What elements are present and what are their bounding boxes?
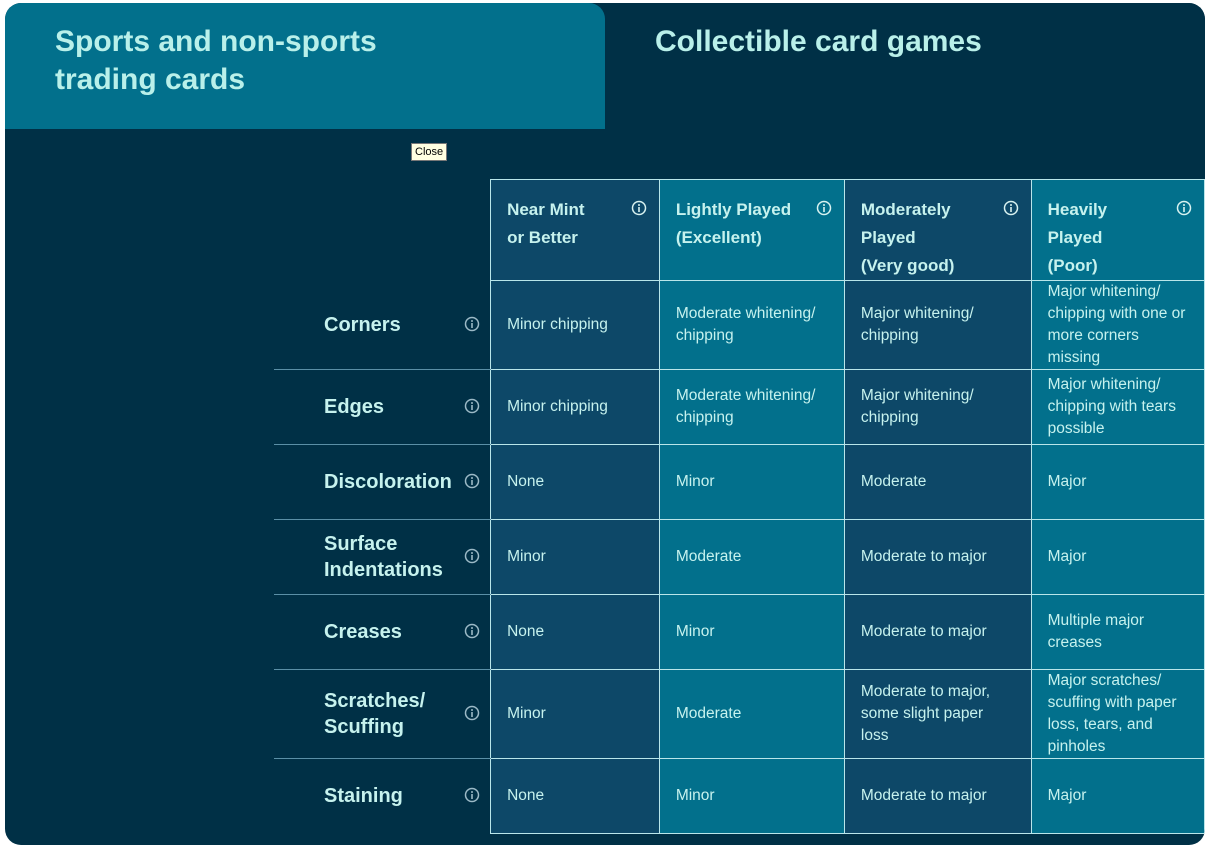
column-title: Near Mint [507, 200, 585, 219]
row-label: Edges [274, 369, 491, 445]
row-label-text: Creases [324, 621, 402, 643]
info-icon[interactable] [464, 787, 480, 803]
table-row: Corners Minor chipping Moderate whitening/… [274, 280, 1205, 370]
column-header: Lightly Played (Excellent) [658, 179, 845, 281]
table-cell: Major [1030, 519, 1205, 595]
info-icon[interactable] [631, 200, 647, 216]
table-cell: Moderate [658, 669, 845, 759]
column-subtitle: (Very good) [860, 256, 955, 275]
column-subtitle: (Excellent) [675, 228, 762, 247]
table-cell: Moderate to major [843, 594, 1032, 670]
table-row: Scratches/ Scuffing Minor Moderate Moderate… [274, 669, 1205, 759]
row-label: Creases [274, 594, 491, 670]
column-subtitle: or Better [507, 228, 578, 247]
row-label-text: Corners [324, 313, 401, 336]
row-label-text: Edges [324, 396, 385, 418]
tab-label: Collectible card games [655, 25, 982, 58]
info-icon[interactable] [464, 548, 480, 564]
info-icon[interactable] [1003, 200, 1019, 216]
column-title: Heavily Played [1047, 200, 1108, 247]
table-cell: Moderate whitening/ chipping [658, 280, 845, 370]
table-row: Staining None Minor Moderate to major Major [274, 758, 1205, 834]
table-cell: Moderate to major, some slight paper los… [843, 669, 1032, 759]
tooltip: Close [411, 143, 448, 161]
table-cell: Moderate whitening/ chipping [658, 369, 845, 445]
table-cell: Major [1030, 444, 1205, 520]
column-header: Heavily Played (Poor) [1030, 179, 1205, 281]
table-cell: Major scratches/ scuffing with paper los… [1030, 669, 1205, 759]
row-label: Scratches/ Scuffing [274, 669, 491, 759]
table-row: Edges Minor chipping Moderate whitening/ c… [274, 369, 1205, 445]
row-label-text: Staining [324, 785, 403, 808]
table-cell: Minor [658, 758, 845, 834]
row-label-text: Discoloration [324, 471, 452, 493]
row-label: Surface Indentations [274, 519, 491, 595]
row-label-text: Scratches/ Scuffing [324, 690, 426, 738]
table-cell: None [490, 758, 660, 834]
table-cell: Minor chipping [490, 280, 660, 370]
info-icon[interactable] [816, 200, 832, 216]
row-label: Corners [274, 280, 491, 370]
row-label-text: Surface Indentations [324, 533, 443, 581]
table-row: Surface Indentations Minor Moderate Moderat… [274, 519, 1205, 595]
table-cell: Minor [490, 669, 660, 759]
table-cell: Major whitening/ chipping with one or mo… [1030, 280, 1205, 370]
table-cell: Moderate to major [843, 519, 1032, 595]
table-cell: Minor [490, 519, 660, 595]
column-header: Near Mint or Better [490, 179, 660, 281]
column-subtitle: (Poor) [1047, 256, 1098, 275]
table-cell: Minor chipping [490, 369, 660, 445]
table-row: Discoloration None Minor Moderate Major [274, 444, 1205, 520]
table-cell: Moderate [658, 519, 845, 595]
corner-cell [274, 180, 491, 281]
info-icon[interactable] [464, 316, 480, 332]
table-row: Creases None Minor Moderate to major Multipl… [274, 594, 1205, 670]
tab-sports-trading-cards[interactable]: Sports and non-sports trading cards [5, 3, 605, 129]
tab-collectible-card-games[interactable]: Collectible card games [605, 3, 1205, 129]
grading-guide-panel: Sports and non-sports trading cards Coll… [5, 3, 1205, 845]
info-icon[interactable] [1176, 200, 1192, 216]
table-cell: Minor [658, 444, 845, 520]
table-cell: Major [1030, 758, 1205, 834]
condition-table: Near Mint or Better Lightly Played (Excelle… [274, 179, 1205, 834]
info-icon[interactable] [464, 473, 480, 489]
info-icon[interactable] [464, 705, 480, 721]
table-cell: Major whitening/ chipping with tears pos… [1030, 369, 1205, 445]
info-icon[interactable] [464, 398, 480, 414]
column-title: Lightly Played [675, 200, 792, 219]
table-cell: Minor [658, 594, 845, 670]
table-cell: Moderate [843, 444, 1032, 520]
tab-label: Sports and non-sports trading cards [55, 25, 377, 96]
row-label: Staining [274, 759, 491, 834]
table-cell: None [490, 444, 660, 520]
table-cell: Major whitening/ chipping [843, 280, 1032, 370]
table-cell: Multiple major creases [1030, 594, 1205, 670]
column-header: Moderately Played (Very good) [843, 179, 1032, 281]
table-cell: None [490, 594, 660, 670]
row-label: Discoloration [274, 444, 491, 520]
table-cell: Major whitening/ chipping [843, 369, 1032, 445]
column-title: Moderately Played [860, 200, 951, 247]
info-icon[interactable] [464, 623, 480, 639]
table-cell: Moderate to major [843, 758, 1032, 834]
